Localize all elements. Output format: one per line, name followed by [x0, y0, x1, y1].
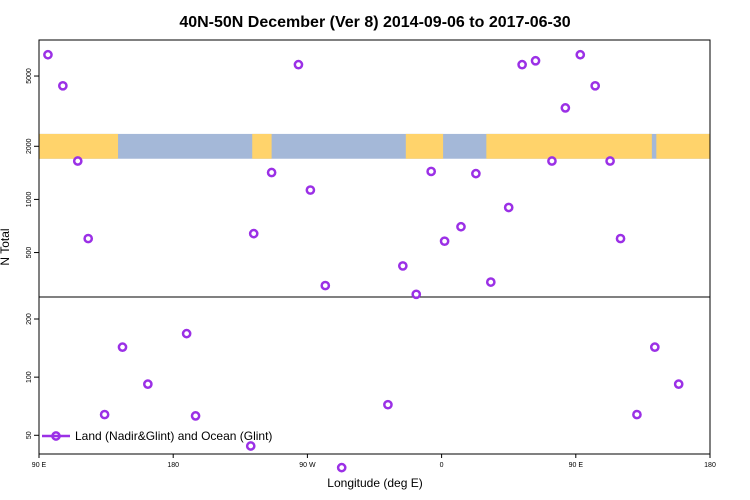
- chart-title: 40N-50N December (Ver 8) 2014-09-06 to 2…: [179, 14, 570, 31]
- data-point-20: [560, 103, 571, 113]
- upper-y-tick-label-5000: 5000: [26, 68, 33, 84]
- data-point-6: [293, 59, 304, 70]
- x-axis-label: Longitude (deg E): [327, 476, 422, 490]
- data-point-34: [649, 342, 660, 352]
- land-segment-1: [252, 133, 272, 159]
- data-point-29: [190, 411, 201, 421]
- upper-y-tick-label-2000: 2000: [26, 138, 33, 154]
- upper-y-tick-label-1000: 1000: [26, 192, 33, 208]
- data-point-13: [456, 221, 466, 232]
- data-point-3: [83, 233, 94, 244]
- land-ocean-band: [39, 133, 710, 159]
- x-axis-ticks: 90 E 180 90 W 0 90 E 180: [32, 454, 716, 469]
- data-point-14: [471, 168, 481, 179]
- data-point-9: [397, 261, 408, 271]
- data-points: [43, 49, 684, 473]
- upper-panel-frame: [38, 39, 711, 298]
- data-point-32: [383, 399, 393, 410]
- upper-y-tick-label-500: 500: [26, 247, 33, 259]
- data-point-10: [426, 166, 437, 177]
- data-point-26: [117, 342, 128, 352]
- lower-y-tick-label-100: 100: [26, 371, 33, 383]
- data-point-0: [43, 49, 53, 60]
- data-point-23: [605, 156, 615, 166]
- x-tick-label-0: 90 E: [32, 462, 47, 469]
- data-point-4: [266, 167, 277, 178]
- x-tick-label-5: 180: [704, 462, 716, 469]
- data-point-21: [575, 49, 586, 60]
- data-point-12: [439, 236, 450, 247]
- land-segment-4: [656, 133, 710, 159]
- data-point-1: [58, 80, 68, 91]
- data-point-11: [411, 289, 422, 300]
- land-segment-3: [486, 133, 652, 159]
- data-point-2: [72, 156, 83, 166]
- data-point-15: [485, 277, 496, 287]
- data-point-25: [99, 409, 110, 420]
- data-point-16: [503, 202, 514, 213]
- legend: Land (Nadir&Glint) and Ocean (Glint): [42, 429, 272, 443]
- data-point-7: [305, 185, 316, 195]
- data-point-5: [248, 228, 259, 239]
- data-point-8: [320, 280, 331, 291]
- legend-marker: [51, 431, 61, 441]
- y-axis-ticks: 500 1000 2000 5000 50 100 200: [26, 68, 39, 439]
- legend-label: Land (Nadir&Glint) and Ocean (Glint): [75, 429, 272, 443]
- data-point-31: [336, 462, 347, 473]
- data-point-33: [632, 409, 642, 420]
- data-point-19: [547, 156, 557, 166]
- data-point-35: [673, 379, 684, 389]
- data-point-24: [615, 233, 626, 244]
- lower-y-tick-label-50: 50: [26, 431, 33, 439]
- data-point-17: [517, 59, 527, 70]
- lower-y-tick-label-200: 200: [26, 313, 33, 325]
- land-segment-2: [405, 133, 444, 159]
- data-point-18: [530, 55, 541, 66]
- x-tick-label-2: 90 W: [299, 462, 316, 469]
- x-tick-label-4: 90 E: [569, 462, 584, 469]
- x-tick-label-3: 0: [440, 462, 444, 469]
- data-point-28: [181, 328, 192, 339]
- data-point-27: [143, 379, 153, 389]
- land-segment-0: [39, 133, 119, 159]
- lower-panel-frame: [38, 296, 711, 455]
- y-axis-label: N Total: [0, 228, 12, 265]
- x-tick-label-1: 180: [167, 462, 179, 469]
- data-point-30: [245, 441, 256, 451]
- data-point-22: [590, 80, 601, 91]
